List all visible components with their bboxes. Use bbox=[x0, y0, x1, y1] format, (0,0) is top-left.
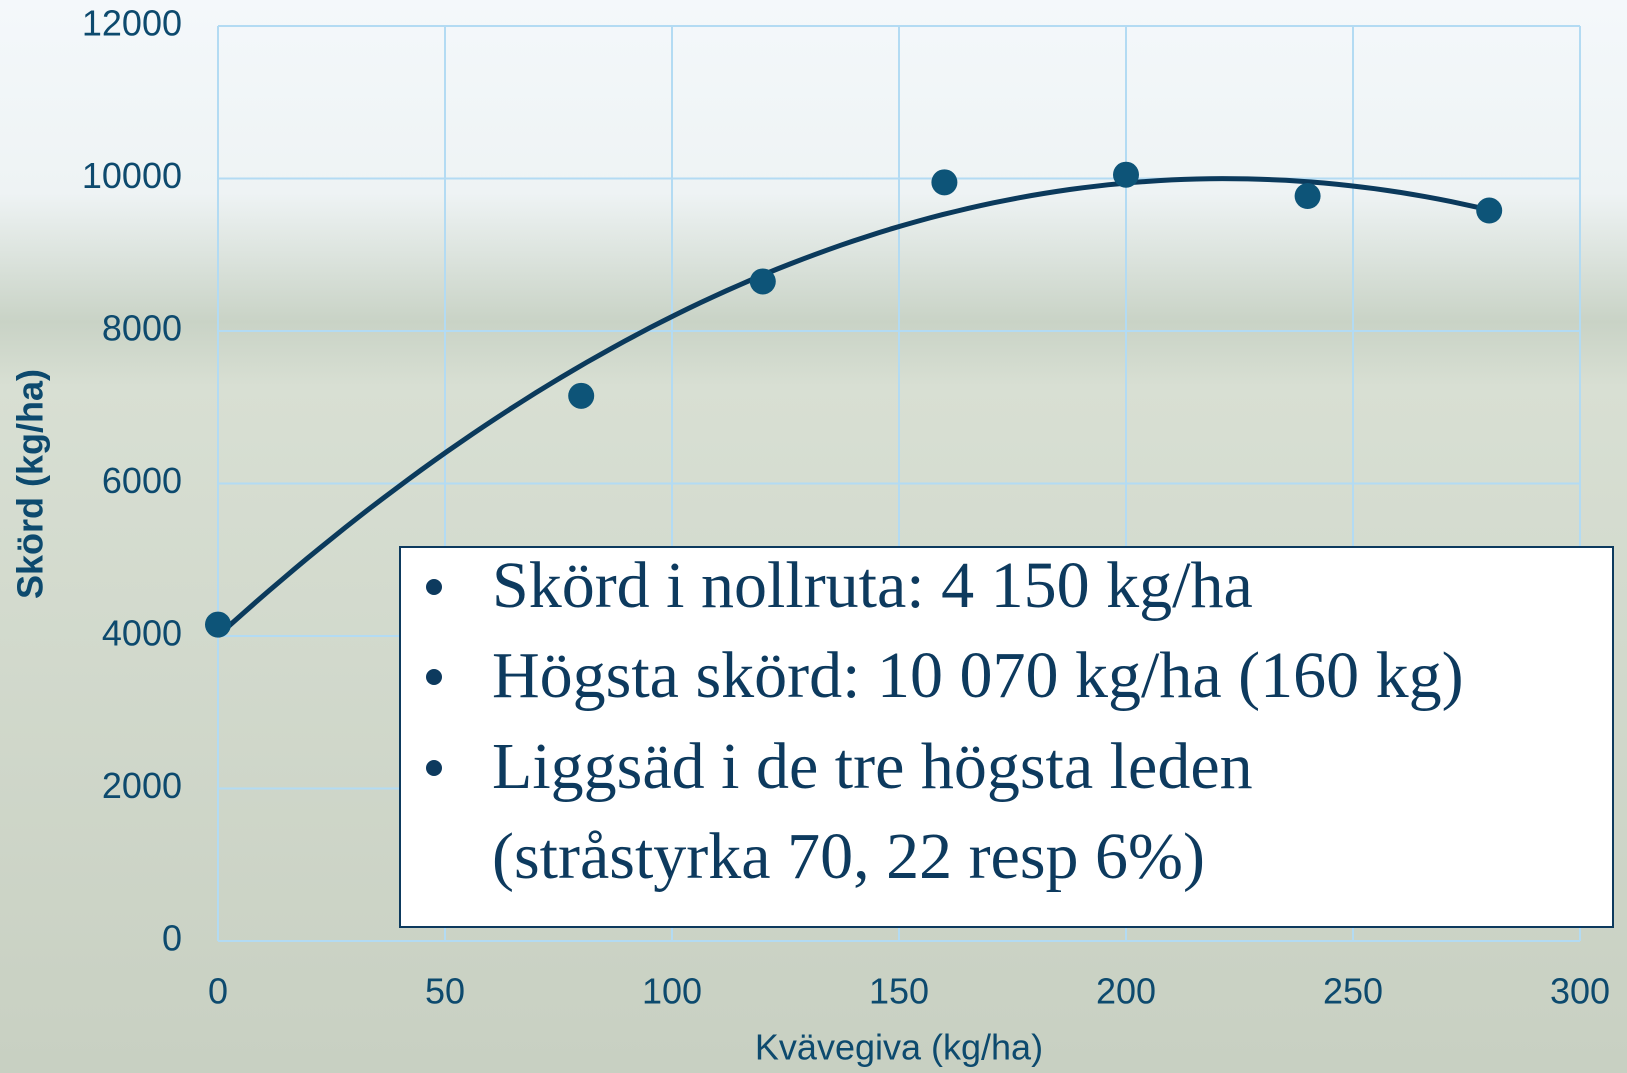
y-tick-label: 2000 bbox=[102, 765, 182, 806]
x-tick-label: 300 bbox=[1550, 971, 1610, 1012]
trend-line bbox=[216, 176, 1490, 638]
data-point bbox=[931, 169, 958, 196]
x-tick-label: 50 bbox=[425, 971, 465, 1012]
annotation: (stråstyrka 70, 22 resp 6%) bbox=[492, 820, 1205, 893]
y-tick-label: 10000 bbox=[82, 155, 182, 196]
bullet bbox=[426, 669, 442, 685]
x-tick-label: 0 bbox=[208, 971, 228, 1012]
x-tick-label: 100 bbox=[642, 971, 702, 1012]
x-tick-label: 250 bbox=[1323, 971, 1383, 1012]
x-tick-label: 150 bbox=[869, 971, 929, 1012]
y-tick-label: 12000 bbox=[82, 3, 182, 44]
data-point bbox=[205, 611, 231, 638]
data-point bbox=[1476, 197, 1503, 224]
bullet bbox=[426, 579, 442, 595]
x-axis-title: Kvävegiva (kg/ha) bbox=[755, 1027, 1043, 1068]
y-tick-label: 6000 bbox=[102, 460, 182, 501]
annotation-box bbox=[399, 546, 1614, 928]
y-tick-label: 4000 bbox=[102, 613, 182, 654]
data-point bbox=[1294, 183, 1321, 210]
x-tick-label: 200 bbox=[1096, 971, 1156, 1012]
bullet bbox=[426, 760, 442, 776]
annotation: Skörd i nollruta: 4 150 kg/ha bbox=[492, 549, 1253, 622]
y-tick-label: 0 bbox=[162, 918, 182, 959]
annotation: Liggsäd i de tre högsta leden bbox=[492, 730, 1253, 803]
data-point bbox=[568, 382, 595, 409]
y-axis-title: Skörd (kg/ha) bbox=[10, 369, 51, 599]
y-tick-label: 8000 bbox=[102, 308, 182, 349]
data-point bbox=[749, 268, 776, 295]
data-point bbox=[1113, 161, 1139, 188]
annotation: Högsta skörd: 10 070 kg/ha (160 kg) bbox=[492, 639, 1464, 712]
